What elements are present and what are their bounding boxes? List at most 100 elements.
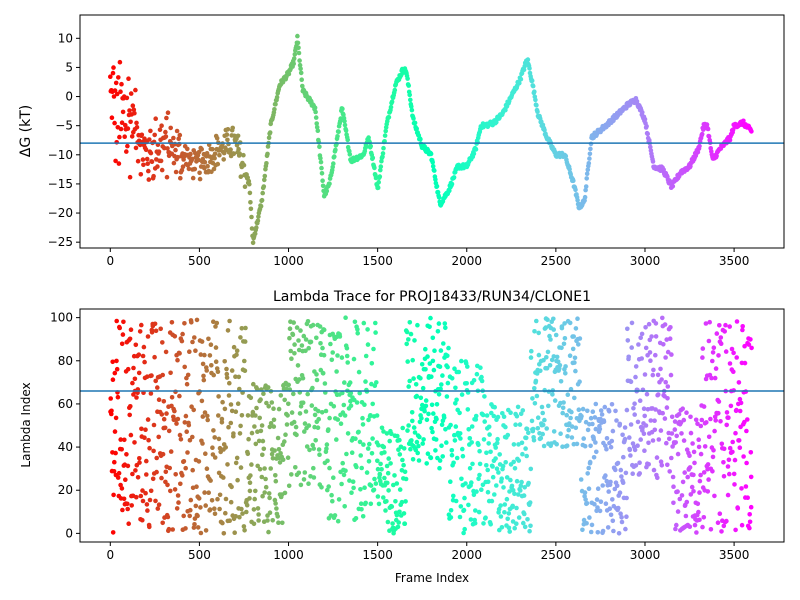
- delta-g-point: [247, 181, 252, 187]
- lambda-point: [696, 444, 702, 450]
- lambda-point: [439, 443, 444, 449]
- lambda-point: [378, 461, 383, 467]
- lambda-point: [563, 364, 568, 369]
- delta-g-point: [126, 76, 131, 81]
- lambda-point: [393, 499, 398, 504]
- lambda-point: [401, 511, 407, 516]
- lambda-point: [229, 484, 234, 490]
- lambda-point: [688, 430, 694, 436]
- lambda-point: [740, 324, 745, 329]
- lambda-point: [274, 506, 279, 511]
- lambda-point: [199, 339, 205, 344]
- lambda-point: [120, 332, 126, 337]
- delta-g-point: [111, 65, 116, 70]
- lambda-point: [555, 359, 561, 365]
- lambda-point: [156, 397, 162, 403]
- lambda-point: [449, 376, 455, 381]
- lambda-point: [742, 419, 747, 425]
- lambda-point: [224, 371, 230, 377]
- delta-g-point: [113, 80, 119, 86]
- lambda-point: [314, 372, 319, 377]
- lambda-point: [243, 325, 248, 331]
- lambda-point: [355, 331, 361, 336]
- lambda-point: [531, 437, 537, 443]
- lambda-point: [472, 520, 478, 526]
- delta-g-point: [231, 151, 237, 157]
- lambda-point: [734, 355, 739, 360]
- lambda-point: [348, 390, 354, 396]
- lambda-point: [225, 462, 230, 467]
- lambda-point: [276, 406, 282, 412]
- delta-g-point: [433, 177, 438, 182]
- lambda-point: [149, 330, 155, 335]
- delta-g-point: [204, 151, 210, 156]
- lambda-point: [647, 350, 653, 355]
- lambda-point: [318, 341, 323, 346]
- delta-g-point: [434, 183, 440, 189]
- lambda-point: [128, 432, 134, 438]
- lambda-point: [288, 348, 294, 354]
- lambda-point: [303, 348, 308, 354]
- lambda-point: [293, 465, 298, 470]
- delta-g-point: [113, 158, 118, 164]
- lambda-point: [143, 490, 148, 496]
- lambda-point: [518, 488, 523, 493]
- lambda-point: [504, 496, 510, 502]
- lambda-point: [747, 525, 752, 531]
- delta-g-point: [320, 183, 326, 189]
- lambda-point: [466, 502, 471, 508]
- lambda-point: [430, 335, 436, 341]
- lambda-point: [344, 345, 350, 351]
- lambda-point: [502, 510, 507, 515]
- lambda-point: [358, 487, 363, 492]
- lambda-point: [668, 372, 674, 378]
- lambda-point: [713, 366, 719, 371]
- lambda-point: [595, 505, 600, 510]
- lambda-point: [338, 421, 344, 427]
- lambda-point: [527, 528, 532, 534]
- lambda-point: [501, 485, 506, 490]
- lambda-point: [213, 359, 219, 365]
- lambda-point: [404, 329, 410, 335]
- lambda-point: [746, 342, 752, 347]
- lambda-point: [235, 477, 240, 483]
- lambda-point: [733, 527, 738, 533]
- lambda-point: [402, 469, 408, 475]
- delta-g-point: [532, 89, 537, 94]
- x-tick-label: 500: [188, 254, 211, 268]
- lambda-point: [527, 500, 533, 505]
- delta-g-point: [295, 40, 301, 46]
- lambda-point: [603, 473, 608, 478]
- lambda-point: [436, 392, 442, 397]
- lambda-point: [484, 450, 489, 456]
- delta-g-point: [315, 128, 321, 133]
- lambda-point: [476, 509, 482, 515]
- lambda-point: [541, 443, 547, 449]
- lambda-point: [271, 406, 276, 412]
- lambda-point: [329, 357, 335, 363]
- y-tick-label: 5: [65, 60, 73, 74]
- delta-g-point: [449, 181, 455, 187]
- delta-g-point: [300, 83, 305, 89]
- lambda-point: [389, 431, 394, 437]
- lambda-point: [256, 438, 262, 444]
- delta-g-point: [131, 107, 137, 112]
- lambda-point: [698, 451, 704, 457]
- delta-g-point: [347, 152, 353, 157]
- delta-g-point: [296, 45, 301, 51]
- lambda-point: [479, 378, 485, 384]
- lambda-point: [446, 345, 451, 351]
- lambda-point: [615, 460, 621, 466]
- delta-g-point: [705, 126, 711, 132]
- delta-g-point: [117, 134, 122, 140]
- lambda-point: [206, 490, 211, 496]
- lambda-point: [496, 470, 501, 475]
- lambda-point: [510, 503, 515, 509]
- lambda-point: [564, 443, 570, 449]
- lambda-point: [715, 520, 721, 525]
- delta-g-axes-frame: [79, 14, 785, 249]
- delta-g-point: [364, 144, 369, 149]
- lambda-point: [478, 365, 483, 371]
- lambda-point: [249, 430, 255, 436]
